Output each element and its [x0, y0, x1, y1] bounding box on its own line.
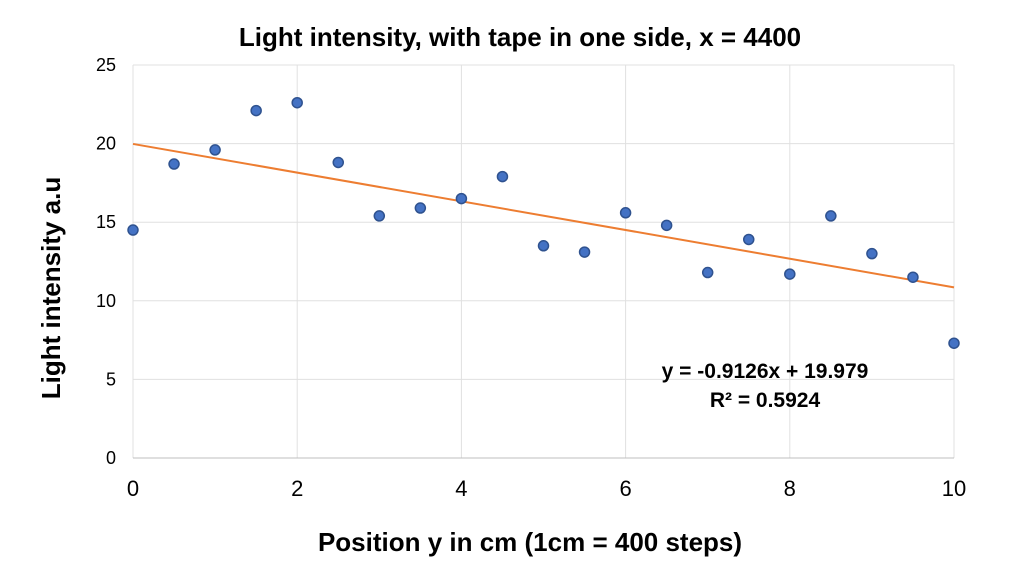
trendline — [132, 142, 955, 289]
data-point — [168, 158, 180, 170]
x-axis-title: Position y in cm (1cm = 400 steps) — [318, 527, 742, 557]
y-tick-label: 5 — [106, 369, 116, 389]
x-tick-label: 10 — [942, 476, 966, 501]
data-point — [250, 104, 262, 117]
data-point — [373, 210, 386, 222]
y-tick-label: 25 — [96, 55, 116, 75]
data-point — [784, 268, 796, 280]
data-point — [660, 219, 673, 232]
x-tick-label: 4 — [455, 476, 467, 501]
y-tick-labels: 0 5 10 15 20 25 — [96, 55, 116, 468]
data-point — [825, 210, 837, 222]
data-point — [291, 96, 303, 109]
y-tick-label: 20 — [96, 134, 116, 154]
trendline-r-squared: R² = 0.5924 — [710, 389, 821, 412]
data-point — [907, 271, 919, 283]
data-points — [127, 96, 960, 349]
data-point — [537, 240, 550, 252]
data-point — [414, 202, 427, 214]
y-tick-label: 15 — [96, 212, 116, 232]
x-tick-label: 8 — [784, 476, 796, 501]
data-point — [496, 170, 509, 183]
data-point — [332, 156, 344, 169]
data-point — [127, 224, 139, 236]
y-tick-label: 10 — [96, 291, 116, 311]
y-tick-label: 0 — [106, 448, 116, 468]
x-tick-label: 6 — [619, 476, 631, 501]
data-point — [455, 192, 468, 205]
x-tick-label: 2 — [291, 476, 303, 501]
chart-title: Light intensity, with tape in one side, … — [239, 22, 801, 52]
data-point — [619, 207, 632, 219]
grid-lines — [132, 64, 955, 458]
trendline-equation: y = -0.9126x + 19.979 — [662, 360, 869, 383]
data-point — [743, 233, 755, 246]
data-point — [578, 246, 591, 258]
data-point — [866, 247, 878, 260]
data-point — [948, 337, 960, 349]
y-axis-title: Light intensity a.u — [36, 177, 66, 399]
x-tick-labels: 0 2 4 6 8 10 — [127, 476, 966, 501]
data-point — [209, 144, 221, 156]
data-point — [701, 266, 714, 279]
x-tick-label: 0 — [127, 476, 139, 501]
